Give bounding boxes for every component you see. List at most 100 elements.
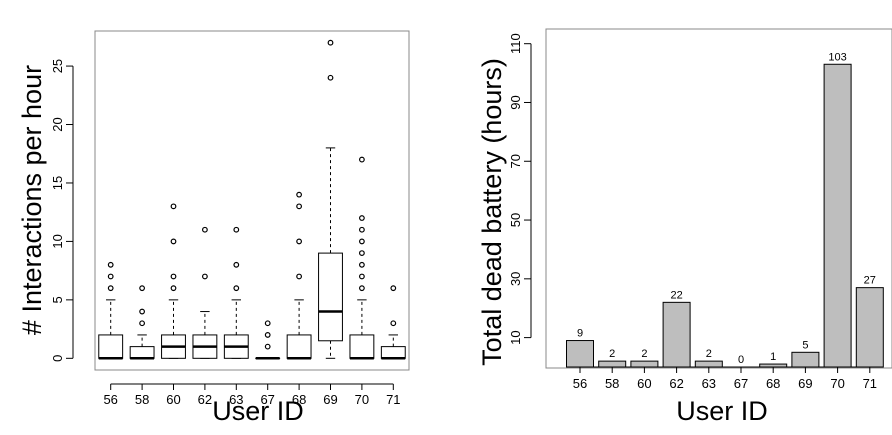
bar-x-tick-label: 63 (702, 376, 716, 391)
box-body (380, 346, 406, 359)
box-56 (98, 261, 124, 360)
box-outlier (233, 285, 240, 292)
bar-data-label: 0 (738, 354, 744, 366)
box-63 (223, 226, 249, 359)
bar-data-label: 2 (609, 348, 615, 360)
box-body (286, 334, 312, 359)
box-outlier (107, 285, 114, 292)
boxplot-boxes (98, 39, 406, 360)
bar-x-tick-label: 60 (637, 376, 651, 391)
box-outlier (139, 285, 146, 292)
bar-x-tick-label: 62 (669, 376, 683, 391)
bar-data-label: 2 (706, 348, 712, 360)
bar-data-label: 2 (641, 348, 647, 360)
box-outlier (359, 226, 365, 233)
box-outlier (264, 343, 271, 350)
bar-x-tick-label: 69 (798, 376, 812, 391)
bar-x-tick-label: 67 (734, 376, 748, 391)
bar-x-axis: 56 58 60 62 63 67 68 69 70 71 (573, 366, 877, 391)
boxplot-y-tick-label: 5 (50, 296, 65, 303)
bar-y-tick-label: 90 (508, 95, 523, 109)
boxplot-x-tick-label: 58 (135, 392, 149, 407)
boxplot-x-tick-label: 71 (386, 392, 400, 407)
box-body (129, 346, 155, 359)
box-body (318, 252, 343, 342)
box-outlier (139, 308, 146, 315)
bar-data-label: 1 (770, 351, 776, 363)
box-outlier (390, 285, 397, 292)
box-outlier (201, 273, 208, 280)
bar-x-tick-label: 58 (605, 376, 619, 391)
box-71 (380, 285, 406, 360)
box-outlier (264, 320, 271, 327)
box-outlier (359, 250, 365, 257)
bar-y-tick-label: 110 (508, 33, 523, 54)
box-outlier (170, 203, 177, 210)
boxplot-y-tick-label: 25 (50, 59, 65, 73)
box-outlier (327, 39, 334, 46)
bar-69 (791, 351, 820, 368)
boxplot-y-tick-label: 0 (50, 355, 65, 362)
box-69 (318, 39, 343, 359)
box-outlier (233, 261, 240, 268)
boxplot-x-tick-label: 69 (323, 392, 337, 407)
box-60 (161, 203, 186, 359)
box-62 (192, 226, 218, 359)
boxplot-x-tick-label: 60 (166, 392, 180, 407)
box-outlier (327, 74, 334, 81)
box-outlier (359, 261, 365, 268)
box-68 (286, 191, 312, 360)
bar-60 (630, 360, 659, 368)
bar-y-tick-label: 50 (508, 213, 523, 227)
bar-y-tick-label: 10 (508, 330, 523, 344)
bar-y-axis: 10 30 50 70 90 110 (508, 33, 532, 345)
bar-x-tick-label: 71 (863, 376, 877, 391)
box-body (349, 334, 375, 359)
box-outlier (170, 285, 177, 292)
boxplot-x-tick-label: 67 (260, 392, 274, 407)
box-outlier (296, 238, 303, 245)
bar-y-tick-label: 70 (508, 154, 523, 168)
box-outlier (264, 332, 271, 338)
boxplot-x-tick-label: 68 (292, 392, 306, 407)
bar-y-axis-title: Total dead battery (hours) (477, 58, 507, 366)
box-outlier (233, 226, 240, 233)
box-outlier (170, 238, 177, 245)
bar-68 (759, 363, 788, 368)
bar-x-tick-label: 70 (830, 376, 844, 391)
box-outlier (170, 273, 177, 280)
boxplot-x-axis: 56 58 60 62 63 67 68 69 70 71 (103, 383, 401, 407)
boxplot-x-tick-label: 70 (355, 392, 369, 407)
box-70 (349, 156, 375, 360)
box-outlier (359, 156, 365, 163)
bar-x-axis-title: User ID (676, 396, 768, 426)
box-outlier (201, 226, 208, 233)
bar-63 (694, 360, 723, 368)
box-67 (255, 320, 281, 360)
boxplot-x-tick-label: 62 (198, 392, 212, 407)
box-58 (129, 285, 155, 360)
bar-x-tick-label: 68 (766, 376, 780, 391)
bar-data-label: 9 (577, 328, 583, 340)
boxplot-x-tick-label: 63 (229, 392, 243, 407)
bar-data-label: 27 (864, 275, 876, 287)
box-outlier (390, 320, 397, 327)
bar-58 (598, 360, 627, 368)
box-outlier (359, 285, 365, 292)
box-outlier (296, 191, 303, 198)
bar-x-tick-label: 56 (573, 376, 587, 391)
box-outlier (359, 215, 365, 221)
box-outlier (107, 261, 114, 268)
bar-data-label: 5 (802, 339, 808, 351)
box-outlier (296, 203, 303, 210)
bar-71 (855, 287, 884, 368)
box-outlier (107, 273, 114, 280)
bar-62 (662, 301, 691, 368)
box-outlier (296, 273, 303, 280)
box-outlier (359, 273, 365, 280)
boxplot-frame (94, 30, 410, 371)
